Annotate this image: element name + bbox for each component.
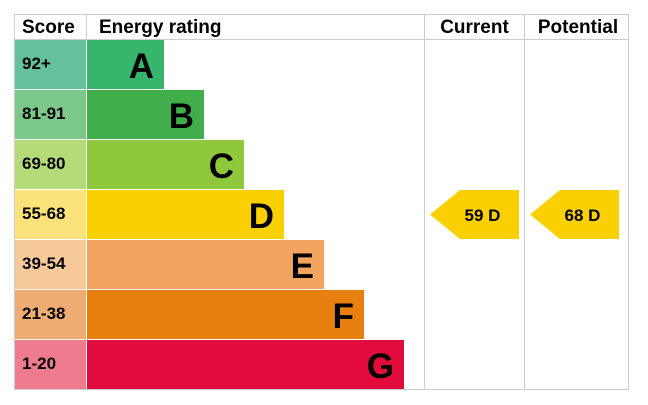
band-letter-g: G: [367, 347, 394, 386]
rating-bands: 92+ A 81-91 B 69-80 C 55-68 D 39-54 E 21-38 F 1-20 G: [15, 40, 404, 389]
current-rating-label: 59 D: [465, 206, 501, 225]
band-letter-f: F: [333, 297, 354, 336]
band-letter-a: A: [129, 47, 154, 86]
band-letter-b: B: [169, 97, 194, 136]
score-label-e: 39-54: [22, 254, 66, 273]
band-bar-g: [87, 340, 404, 389]
header-energy-rating: Energy rating: [99, 17, 221, 38]
score-label-g: 1-20: [22, 354, 56, 373]
score-cell-f: [15, 290, 86, 339]
table-frame: [14, 14, 629, 390]
score-cell-b: [15, 90, 86, 139]
band-bar-c: [87, 140, 244, 189]
score-label-c: 69-80: [22, 154, 65, 173]
band-bar-d: [87, 190, 284, 239]
score-label-d: 55-68: [22, 204, 65, 223]
band-letter-d: D: [249, 197, 274, 236]
score-cell-e: [15, 240, 86, 289]
potential-rating-label: 68 D: [565, 206, 601, 225]
potential-rating-arrow: [530, 190, 619, 239]
band-bar-e: [87, 240, 324, 289]
band-letter-c: C: [209, 147, 234, 186]
band-bar-b: [87, 90, 204, 139]
score-cell-d: [15, 190, 86, 239]
score-label-b: 81-91: [22, 104, 65, 123]
header-score: Score: [22, 17, 75, 38]
score-cell-g: [15, 340, 86, 389]
score-cell-c: [15, 140, 86, 189]
score-label-f: 21-38: [22, 304, 65, 323]
current-rating-arrow: [430, 190, 519, 239]
band-bar-a: [87, 40, 164, 89]
rating-indicators: 59 D 68 D: [430, 190, 619, 239]
header-potential: Potential: [538, 17, 618, 38]
band-letter-e: E: [291, 247, 314, 286]
score-label-a: 92+: [22, 54, 51, 73]
score-cell-a: [15, 40, 86, 89]
band-bar-f: [87, 290, 364, 339]
header-current: Current: [440, 17, 509, 38]
